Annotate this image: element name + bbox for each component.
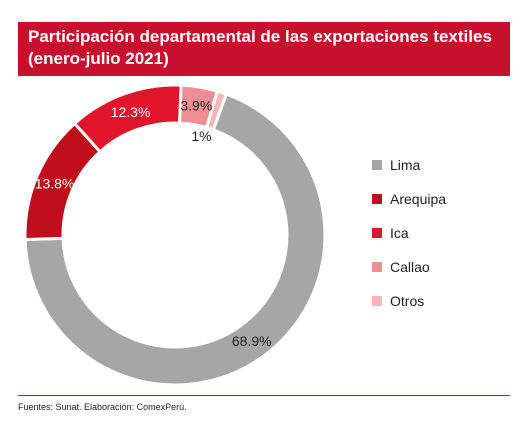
legend-swatch-arequipa	[372, 194, 382, 204]
footer-divider	[18, 395, 510, 396]
chart-legend: Lima Arequipa Ica Callao Otros	[372, 157, 446, 309]
legend-swatch-callao	[372, 262, 382, 272]
legend-swatch-otros	[372, 296, 382, 306]
chart-title-bar: Participación departamental de las expor…	[18, 22, 510, 76]
slice-label-callao: 3.9%	[180, 98, 212, 114]
donut-labels: 68.9% 13.8% 12.3% 3.9% 1%	[35, 98, 272, 349]
slice-label-otros: 1%	[191, 128, 211, 144]
source-note: Fuentes: Sunat. Elaboración: ComexPerú.	[18, 402, 187, 412]
chart-title: Participación departamental de las expor…	[28, 27, 492, 68]
legend-label-callao: Callao	[390, 259, 430, 275]
legend-label-ica: Ica	[390, 225, 409, 241]
legend-label-otros: Otros	[390, 293, 424, 309]
slice-label-lima: 68.9%	[232, 333, 272, 349]
donut-slice-otros	[204, 89, 229, 132]
legend-label-lima: Lima	[390, 157, 421, 173]
legend-label-arequipa: Arequipa	[390, 191, 446, 207]
donut-slices	[23, 83, 327, 387]
slice-label-arequipa: 13.8%	[35, 175, 75, 191]
slice-label-ica: 12.3%	[111, 104, 151, 120]
legend-swatch-ica	[372, 228, 382, 238]
legend-swatch-lima	[372, 160, 382, 170]
donut-slice-lima	[23, 92, 327, 387]
